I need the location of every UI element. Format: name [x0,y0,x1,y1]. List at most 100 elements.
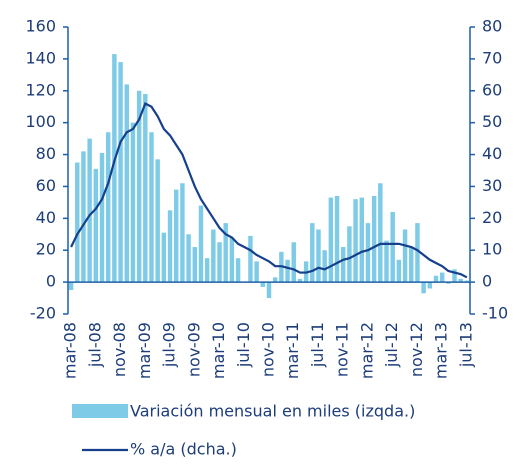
y-tick-label: 100 [25,112,56,131]
line [70,101,468,279]
bar [359,197,364,283]
bar [365,223,371,283]
bar [297,278,303,283]
x-tick-label: nov-08 [110,322,129,377]
y-tick-label: 80 [36,144,56,163]
bar [415,223,420,283]
bar [439,272,445,283]
bar [378,183,383,283]
bar [433,275,439,283]
bar [390,211,395,283]
bar [334,196,340,283]
legend-label: % a/a (dcha.) [130,440,237,459]
bar [427,282,433,289]
bar [235,258,241,283]
bar [68,282,74,291]
y-tick-label: 140 [25,48,56,67]
bar [409,247,414,283]
y-tick-label: 40 [36,208,56,227]
legend-label: Variación mensual en miles (izqda.) [130,402,415,421]
y2-tick-label: 70 [482,48,502,67]
y-tick-label: 60 [36,176,56,195]
x-tick-label: jul-11 [308,322,327,368]
bar [143,93,148,283]
bar [353,199,358,283]
bar [118,62,123,283]
bar [174,189,179,283]
bar [93,168,99,283]
bar [149,132,154,283]
bar [452,269,457,283]
bar [396,259,402,283]
bar [458,278,463,283]
bar [223,223,228,283]
bar [192,247,198,283]
bar [464,280,470,283]
bar [186,234,191,283]
bar [266,282,272,299]
bar [130,122,136,283]
bar [87,138,92,283]
y-tick-label: 120 [25,80,56,99]
bar [340,247,346,283]
x-tick-label: mar-09 [135,322,154,379]
bar [291,242,296,283]
x-tick-label: mar-10 [209,322,228,379]
bar [105,132,111,283]
bar [316,229,321,283]
bar [421,282,426,294]
bar [260,282,266,287]
bar [347,226,352,283]
x-tick-label: mar-12 [357,322,376,379]
bar [180,183,185,283]
bar [99,152,105,283]
bar [211,229,216,283]
y2-tick-label: 20 [482,208,502,227]
bar [371,196,377,283]
y2-tick-label: 50 [482,112,502,131]
y-tick-label: 160 [25,17,56,36]
bar [198,205,204,283]
x-tick-label: jul-13 [456,322,475,368]
y2-tick-label: 10 [482,240,502,259]
bar [155,159,160,283]
x-tick-label: mar-08 [61,322,80,379]
y2-tick-label: 60 [482,80,502,99]
bar [161,232,167,283]
bar [167,210,173,283]
bar [81,151,86,283]
x-tick-label: nov-12 [407,322,426,377]
bar [328,197,334,283]
y2-tick-label: 80 [482,17,502,36]
bar [285,259,290,283]
y2-tick-label: 40 [482,144,502,163]
x-tick-label: jul-10 [234,322,253,368]
bar [75,162,80,283]
bar [229,237,235,283]
bar [204,258,210,283]
legend-swatch [72,404,128,418]
bar [384,240,389,283]
x-tick-label: nov-10 [259,322,278,377]
bar [272,277,278,283]
x-tick-label: nov-11 [333,322,352,377]
y2-tick-label: 0 [482,272,492,291]
y2-tick-label: -10 [482,304,508,323]
y-tick-label: -20 [30,304,56,323]
bar [446,282,451,284]
bar [217,242,222,283]
bar [254,261,259,283]
bar [322,250,327,283]
y2-tick-label: 30 [482,176,502,195]
bar [112,54,117,283]
x-tick-label: nov-09 [184,322,203,377]
x-tick-label: mar-11 [283,322,302,379]
x-tick-label: jul-09 [160,322,179,368]
x-tick-label: mar-13 [432,322,451,379]
x-tick-label: jul-12 [382,322,401,368]
bar [136,90,142,283]
bar [402,229,408,283]
y-tick-label: 0 [46,272,56,291]
bar [310,223,315,283]
